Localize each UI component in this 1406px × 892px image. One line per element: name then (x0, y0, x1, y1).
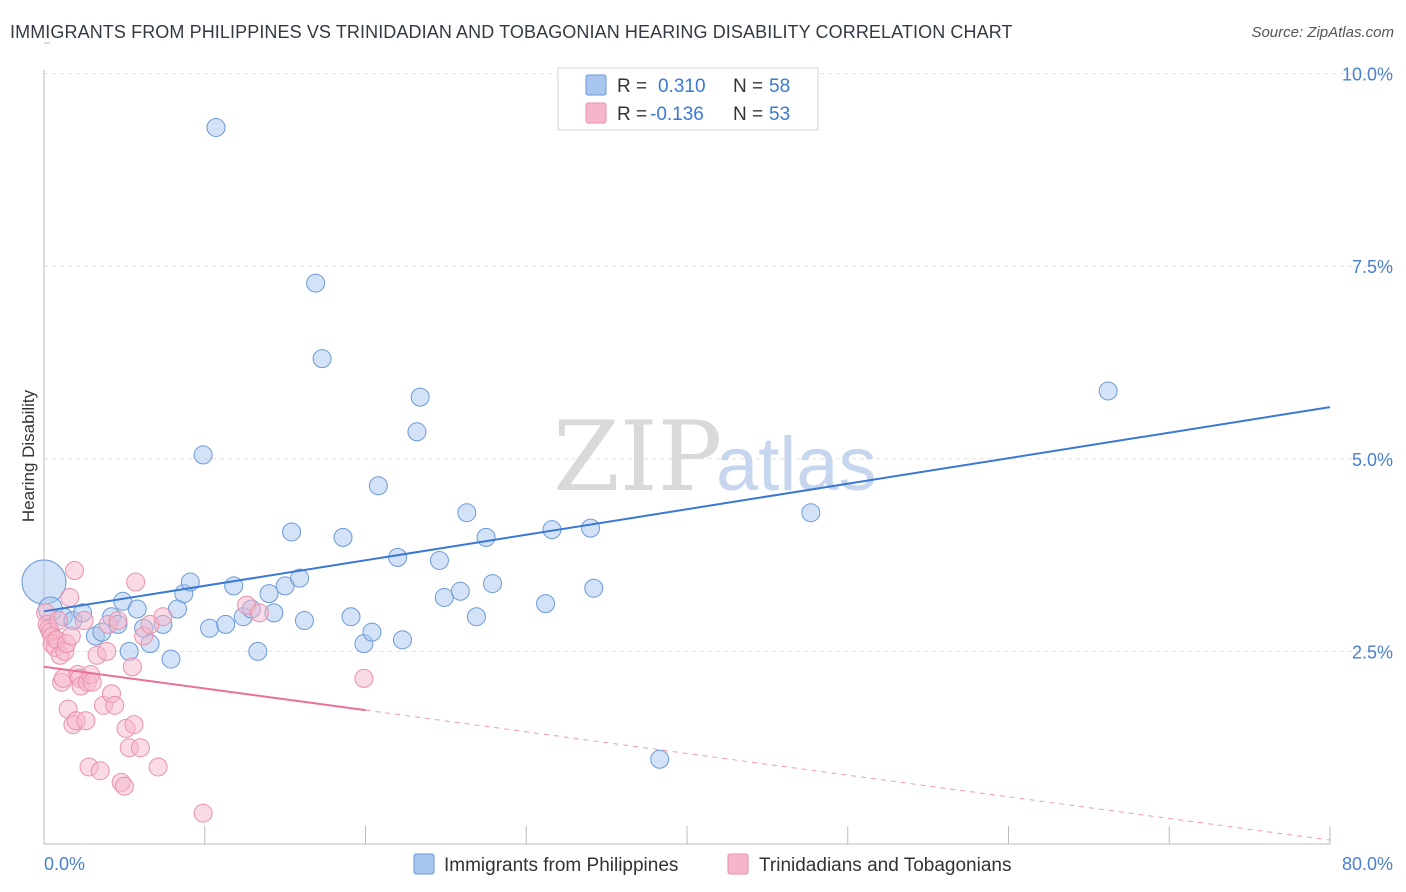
legend-n-label-1: N = (733, 76, 763, 97)
data-point (90, 761, 110, 781)
data-point (581, 518, 601, 538)
data-point (82, 672, 102, 692)
watermark-atlas: atlas (716, 422, 877, 507)
y-tick-label: 10.0% (1342, 65, 1393, 85)
data-point (536, 594, 556, 614)
data-point (65, 560, 85, 580)
data-point (21, 559, 67, 605)
data-point (450, 581, 470, 601)
data-point (407, 422, 427, 442)
data-point (801, 503, 821, 523)
data-point (193, 445, 213, 465)
data-point (216, 614, 236, 634)
data-point (161, 649, 181, 669)
data-point (200, 618, 220, 638)
y-tick-label: 2.5% (1352, 642, 1393, 662)
legend-n-value-1: 58 (769, 76, 790, 97)
data-point (108, 611, 128, 631)
x-tick-label-max: 80.0% (1342, 854, 1393, 874)
legend-r-value-2: -0.136 (650, 104, 704, 125)
y-tick-label: 7.5% (1352, 257, 1393, 277)
data-point (429, 550, 449, 570)
data-point (206, 117, 226, 137)
data-point (282, 522, 302, 542)
data-point (294, 611, 314, 631)
trend-line-trinidad (43, 665, 366, 712)
data-point (410, 387, 430, 407)
x-tick-label-min: 0.0% (44, 854, 85, 874)
data-point (457, 503, 477, 523)
data-point (60, 587, 80, 607)
legend: R = 0.310 N = 58 R = -0.136 N = 53 (557, 67, 819, 131)
bottom-legend-swatch-trinidad (727, 853, 749, 875)
data-point (584, 578, 604, 598)
data-point (434, 587, 454, 607)
trend-line-philippines (43, 406, 1331, 613)
data-point (341, 607, 361, 627)
data-point (362, 622, 382, 642)
data-point (290, 568, 310, 588)
data-point (368, 476, 388, 496)
data-point (312, 349, 332, 369)
legend-n-label-2: N = (733, 104, 763, 125)
series-1 (36, 560, 374, 823)
data-point (466, 607, 486, 627)
data-point (306, 273, 326, 293)
bottom-legend-swatch-philippines (413, 853, 435, 875)
legend-swatch-philippines (585, 74, 607, 96)
axes (43, 70, 1330, 845)
legend-n-value-2: 53 (769, 104, 790, 125)
legend-r-label-1: R = (617, 76, 647, 97)
chart-title: IMMIGRANTS FROM PHILIPPINES VS TRINIDADI… (10, 22, 1013, 42)
trend-line-trinidad-extension (365, 709, 1331, 841)
data-point (148, 757, 168, 777)
data-point (388, 547, 408, 567)
y-tick-label: 5.0% (1352, 450, 1393, 470)
data-point (130, 738, 150, 758)
data-point (1098, 381, 1118, 401)
data-point (97, 641, 117, 661)
bottom-legend-label-trinidad: Trinidadians and Tobagonians (759, 855, 1011, 876)
data-point (193, 803, 213, 823)
data-point (153, 607, 173, 627)
data-point (74, 611, 94, 631)
data-point (476, 527, 496, 547)
data-point (392, 630, 412, 650)
watermark-zip: ZIP (553, 401, 722, 513)
watermark: ZIP atlas (553, 401, 877, 513)
x-tick-labels: 0.0% 80.0% (44, 854, 1393, 874)
data-point (354, 668, 374, 688)
data-point (126, 572, 146, 592)
data-point (48, 611, 68, 631)
chart-source: Source: ZipAtlas.com (1251, 24, 1394, 41)
data-point (105, 695, 125, 715)
data-point (119, 641, 139, 661)
data-point (76, 711, 96, 731)
data-point (127, 599, 147, 619)
data-point (248, 641, 268, 661)
bottom-legend-label-philippines: Immigrants from Philippines (444, 855, 678, 876)
data-point (650, 749, 670, 769)
bottom-legend: Immigrants from Philippines Trinidadians… (413, 853, 1011, 876)
trend-layer (43, 406, 1331, 841)
gridlines (44, 42, 1392, 844)
y-tick-labels: 2.5% 5.0% 7.5% 10.0% (1342, 65, 1393, 663)
data-point (61, 626, 81, 646)
data-point (482, 574, 502, 594)
data-point (333, 527, 353, 547)
data-point (122, 657, 142, 677)
legend-r-label-2: R = (617, 104, 647, 125)
legend-r-value-1: 0.310 (658, 76, 706, 97)
data-point (124, 715, 144, 735)
data-point (114, 776, 134, 796)
data-point (249, 603, 269, 623)
legend-swatch-trinidad (585, 102, 607, 124)
series-layer (21, 117, 1118, 823)
data-point (259, 584, 279, 604)
y-axis-label: Hearing Disability (19, 389, 38, 522)
